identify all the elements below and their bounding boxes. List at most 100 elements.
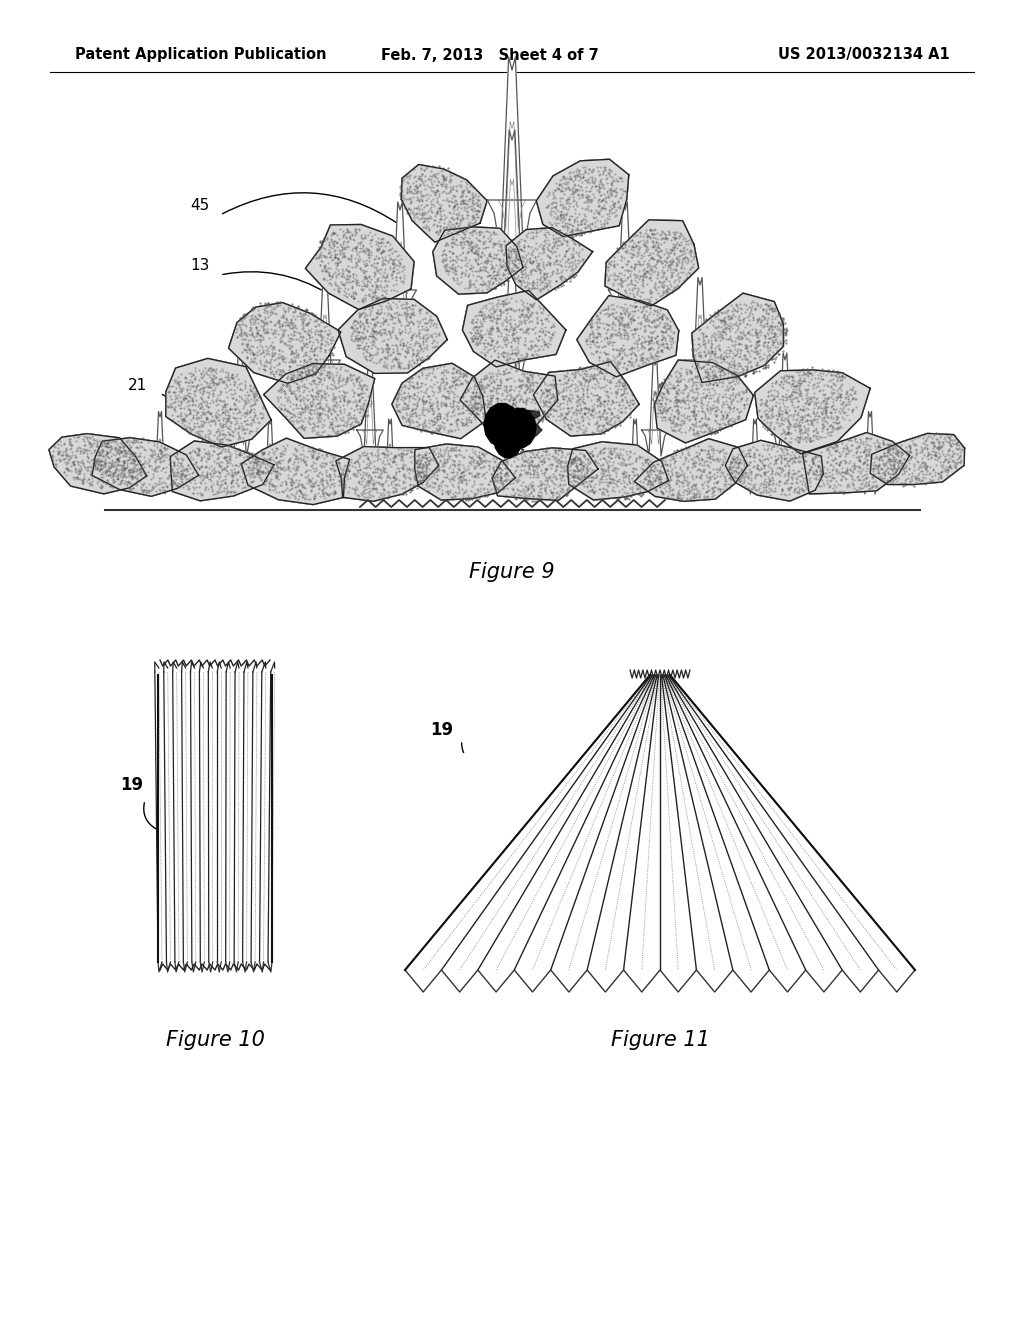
Polygon shape — [260, 418, 280, 494]
Polygon shape — [166, 359, 271, 447]
Polygon shape — [228, 302, 341, 383]
Polygon shape — [170, 441, 274, 500]
Polygon shape — [305, 224, 414, 310]
Polygon shape — [499, 414, 525, 446]
Polygon shape — [49, 434, 146, 494]
Polygon shape — [49, 434, 146, 494]
Polygon shape — [499, 416, 523, 445]
Polygon shape — [264, 364, 375, 438]
Polygon shape — [380, 418, 400, 494]
Polygon shape — [537, 160, 629, 236]
Text: 19: 19 — [120, 776, 143, 795]
Polygon shape — [242, 438, 349, 504]
Text: 13: 13 — [190, 257, 209, 272]
Polygon shape — [537, 160, 629, 236]
Polygon shape — [635, 438, 748, 502]
Text: Figure 9: Figure 9 — [469, 562, 555, 582]
Polygon shape — [725, 441, 823, 502]
Polygon shape — [488, 411, 540, 450]
Polygon shape — [460, 360, 558, 438]
Polygon shape — [642, 359, 669, 455]
Polygon shape — [745, 418, 765, 494]
Polygon shape — [401, 165, 487, 242]
Polygon shape — [228, 302, 341, 383]
Polygon shape — [605, 220, 698, 306]
Polygon shape — [487, 57, 537, 252]
Text: Feb. 7, 2013   Sheet 4 of 7: Feb. 7, 2013 Sheet 4 of 7 — [381, 48, 599, 62]
Text: Figure 10: Figure 10 — [166, 1030, 264, 1049]
Polygon shape — [92, 438, 199, 496]
Polygon shape — [635, 438, 748, 502]
Polygon shape — [567, 442, 669, 500]
Polygon shape — [415, 444, 515, 500]
Polygon shape — [692, 293, 783, 383]
Polygon shape — [493, 413, 542, 446]
Polygon shape — [166, 359, 271, 447]
Polygon shape — [725, 441, 823, 502]
Polygon shape — [415, 444, 515, 500]
Polygon shape — [859, 412, 881, 494]
Polygon shape — [463, 290, 566, 367]
Polygon shape — [492, 416, 532, 445]
Polygon shape — [497, 338, 527, 450]
Polygon shape — [506, 227, 593, 300]
Polygon shape — [567, 442, 669, 500]
Polygon shape — [401, 165, 487, 242]
Polygon shape — [771, 352, 799, 458]
Polygon shape — [534, 362, 639, 436]
Polygon shape — [654, 360, 754, 444]
Polygon shape — [501, 413, 523, 496]
Polygon shape — [309, 277, 340, 389]
Polygon shape — [692, 293, 783, 383]
Polygon shape — [500, 417, 527, 444]
Polygon shape — [460, 360, 558, 438]
Polygon shape — [336, 446, 438, 502]
Polygon shape — [336, 446, 438, 502]
Polygon shape — [803, 433, 909, 494]
Polygon shape — [486, 412, 528, 449]
Polygon shape — [392, 363, 486, 438]
Polygon shape — [493, 447, 598, 500]
Text: 19: 19 — [430, 721, 453, 739]
Polygon shape — [803, 433, 909, 494]
Polygon shape — [605, 220, 698, 306]
Polygon shape — [493, 447, 598, 500]
Polygon shape — [92, 438, 199, 496]
Polygon shape — [506, 227, 593, 300]
Polygon shape — [305, 224, 414, 310]
Polygon shape — [685, 277, 716, 389]
Polygon shape — [534, 362, 639, 436]
Polygon shape — [242, 438, 349, 504]
Polygon shape — [338, 298, 447, 374]
Text: US 2013/0032134 A1: US 2013/0032134 A1 — [778, 48, 950, 62]
Polygon shape — [484, 404, 520, 446]
Polygon shape — [870, 433, 965, 484]
Polygon shape — [870, 433, 965, 484]
Polygon shape — [755, 370, 870, 454]
Polygon shape — [356, 359, 383, 455]
Polygon shape — [494, 422, 522, 458]
Polygon shape — [433, 227, 523, 294]
Text: 45: 45 — [190, 198, 209, 213]
Polygon shape — [392, 363, 486, 438]
Polygon shape — [338, 298, 447, 374]
Polygon shape — [433, 227, 523, 294]
Polygon shape — [608, 202, 641, 322]
Text: Patent Application Publication: Patent Application Publication — [75, 48, 327, 62]
Polygon shape — [489, 409, 530, 450]
Polygon shape — [264, 364, 375, 438]
Polygon shape — [463, 290, 566, 367]
Polygon shape — [625, 418, 645, 494]
Text: 21: 21 — [128, 378, 147, 392]
Polygon shape — [226, 352, 254, 458]
Polygon shape — [495, 256, 529, 384]
Polygon shape — [577, 296, 679, 376]
Polygon shape — [492, 129, 532, 280]
Polygon shape — [755, 370, 870, 454]
Polygon shape — [577, 296, 679, 376]
Polygon shape — [504, 408, 536, 447]
Polygon shape — [170, 441, 274, 500]
Text: Figure 11: Figure 11 — [610, 1030, 710, 1049]
Polygon shape — [150, 412, 171, 494]
Polygon shape — [384, 202, 417, 322]
